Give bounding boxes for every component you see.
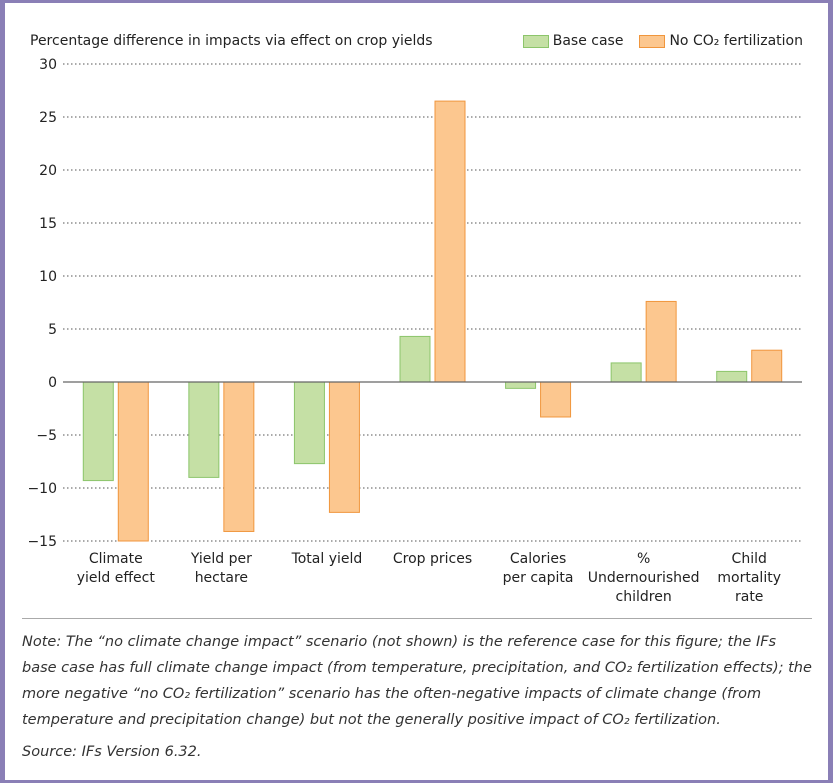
y-tick-label: 20 <box>39 163 57 179</box>
x-tick-label: Calories per capita <box>503 551 574 586</box>
bar-base-case <box>82 381 114 482</box>
y-tick-label: −10 <box>27 481 57 497</box>
legend-item-base-case: Base case <box>522 33 624 49</box>
y-tick-label: 25 <box>39 110 57 126</box>
figure-notes: Note: The “no climate change impact” sce… <box>22 618 812 765</box>
chart-title: Percentage difference in impacts via eff… <box>30 33 433 49</box>
bar-base-case <box>505 381 537 389</box>
y-tick-label: 5 <box>48 322 57 338</box>
bar-no-co2-fertilization <box>645 300 677 383</box>
bar-chart: 30 25 20 15 10 5 0 −5 −10 −15 Climate yield effect Y… <box>27 57 802 605</box>
bar-no-co2-fertilization <box>751 349 783 383</box>
bar-no-co2-fertilization <box>223 381 255 532</box>
x-tick-label: Total yield <box>291 551 363 567</box>
x-tick-label: Crop prices <box>393 551 472 567</box>
bar-no-co2-fertilization <box>117 381 149 542</box>
legend-label-no-co2: No CO₂ fertilization <box>669 33 803 49</box>
y-tick-label: 10 <box>39 269 57 285</box>
bar-base-case <box>610 362 642 383</box>
source-text: Source: IFs Version 6.32. <box>22 744 202 760</box>
y-tick-label: 15 <box>39 216 57 232</box>
bar-base-case <box>188 381 220 478</box>
note-text: Note: The “no climate change impact” sce… <box>22 634 812 728</box>
bar-base-case <box>716 370 748 383</box>
legend-swatch-no-co2 <box>639 34 666 48</box>
chart-legend: Base case No CO₂ fertilization <box>522 33 803 49</box>
y-tick-label: 0 <box>48 375 57 391</box>
y-tick-label: 30 <box>39 57 57 73</box>
x-tick-label: Child mortality rate <box>717 551 781 605</box>
legend-label-base-case: Base case <box>552 33 624 49</box>
x-tick-label: Climate yield effect <box>77 551 156 586</box>
y-tick-label: −15 <box>27 534 57 550</box>
x-tick-label: Yield per hectare <box>190 551 252 586</box>
x-tick-label: % Undernourished children <box>588 551 700 605</box>
y-tick-label: −5 <box>36 428 57 444</box>
bar-no-co2-fertilization <box>540 381 572 418</box>
bar-base-case <box>399 335 431 383</box>
bar-no-co2-fertilization <box>434 100 466 383</box>
bar-no-co2-fertilization <box>328 381 360 513</box>
legend-item-no-co2: No CO₂ fertilization <box>639 33 803 49</box>
legend-swatch-base-case <box>522 34 549 48</box>
bar-base-case <box>293 381 325 465</box>
